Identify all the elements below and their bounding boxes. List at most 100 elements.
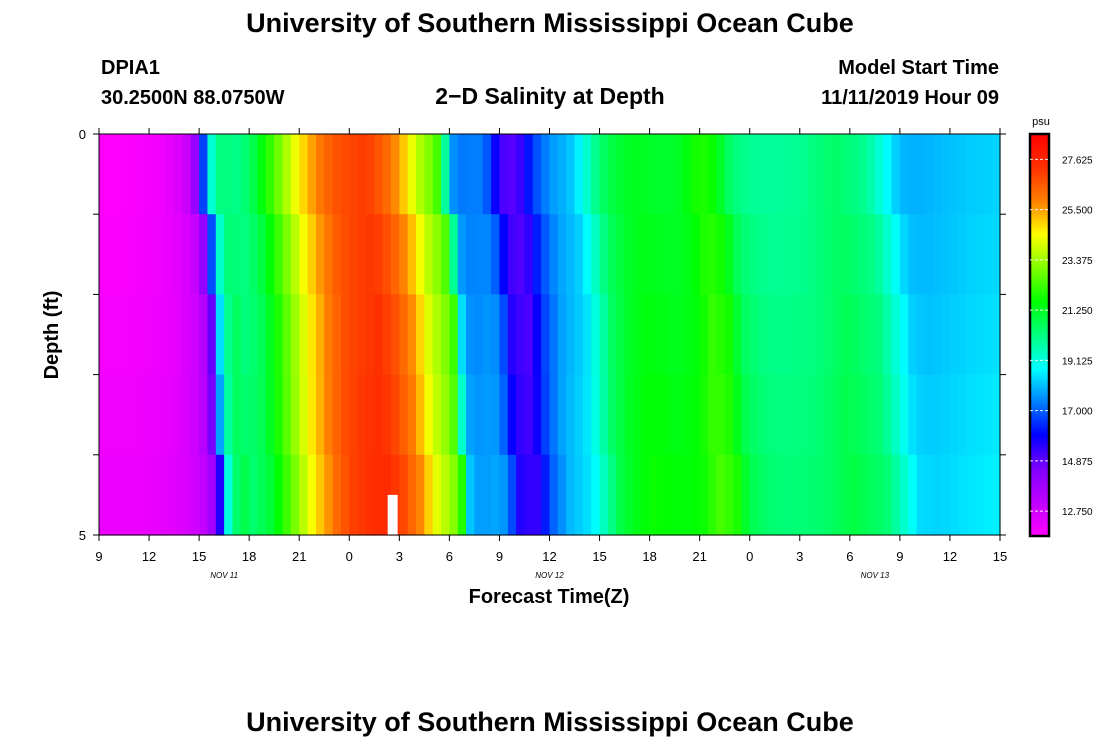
- heat-cell: [816, 214, 826, 295]
- y-tick-label: 0: [79, 127, 86, 142]
- heat-cell: [783, 294, 793, 376]
- heat-cell: [991, 374, 1001, 456]
- heat-cell: [691, 294, 701, 376]
- heat-cell: [132, 454, 142, 536]
- heat-cell: [591, 214, 601, 295]
- heat-cell: [199, 294, 209, 376]
- heat-cell: [908, 214, 918, 295]
- heat-cell: [482, 134, 492, 215]
- heat-cell: [249, 294, 259, 376]
- heat-cell: [774, 214, 784, 295]
- heat-cell: [249, 134, 259, 215]
- colorbar-tick-label: 19.125: [1062, 356, 1093, 367]
- heat-cell: [791, 214, 801, 295]
- heat-cell: [924, 294, 934, 376]
- heat-cell: [224, 454, 234, 536]
- heat-cell: [799, 374, 809, 456]
- heat-cell: [708, 214, 717, 295]
- heat-cell: [190, 374, 200, 456]
- heat-cell: [908, 134, 918, 215]
- heat-cell: [708, 134, 717, 215]
- heat-cell: [824, 374, 834, 456]
- heat-cell: [816, 134, 826, 215]
- heat-cell: [958, 134, 968, 215]
- heat-cell: [849, 374, 859, 456]
- heat-cell: [99, 374, 108, 456]
- heat-cell: [674, 294, 684, 376]
- heat-cell: [257, 134, 267, 215]
- heat-cell: [607, 294, 617, 376]
- colorbar-tick-label: 14.875: [1062, 457, 1093, 468]
- heat-cell: [974, 294, 984, 376]
- heat-cell: [641, 294, 651, 376]
- heat-cell: [591, 134, 601, 215]
- heat-cell: [532, 134, 542, 215]
- heat-cell: [324, 374, 334, 456]
- heat-cell: [249, 454, 259, 536]
- heat-cell: [741, 214, 751, 295]
- heat-cell: [516, 214, 526, 295]
- heat-cell: [691, 214, 701, 295]
- heat-cell: [449, 294, 459, 376]
- heat-cell: [115, 294, 125, 376]
- heat-cell: [591, 374, 601, 456]
- heat-cell: [299, 374, 309, 456]
- heat-cell: [657, 374, 667, 456]
- heat-cell: [758, 454, 767, 536]
- heat-cell: [416, 294, 425, 376]
- heat-cell: [949, 454, 959, 536]
- heat-cell: [849, 294, 859, 376]
- heat-cell: [657, 454, 667, 536]
- heat-cell: [365, 214, 375, 295]
- heat-cell: [883, 374, 893, 456]
- heat-cell: [632, 214, 642, 295]
- heat-cell: [190, 134, 200, 215]
- heat-cell: [858, 214, 868, 295]
- x-tick-label: 15: [192, 549, 206, 564]
- heat-cell: [257, 214, 267, 295]
- heat-cell: [99, 134, 108, 215]
- heat-cell: [774, 294, 784, 376]
- heat-cell: [157, 214, 167, 295]
- y-axis: 05: [79, 127, 1006, 543]
- heat-cell: [566, 374, 576, 456]
- heat-cell: [924, 134, 934, 215]
- heat-cell: [866, 374, 876, 456]
- heat-cell: [699, 214, 709, 295]
- heat-cell: [924, 454, 934, 536]
- heat-cell: [849, 214, 859, 295]
- heat-cell: [349, 374, 359, 456]
- heat-cell: [724, 134, 734, 215]
- heat-cell: [424, 294, 434, 376]
- heat-cell: [991, 214, 1001, 295]
- heat-cell: [491, 454, 501, 536]
- heat-cell: [115, 214, 125, 295]
- heat-cell: [357, 294, 367, 376]
- heat-cell: [716, 454, 726, 536]
- heat-cell: [958, 374, 968, 456]
- heat-cell: [199, 134, 209, 215]
- heat-cell: [699, 134, 709, 215]
- heat-cell: [599, 134, 609, 215]
- heat-cell: [549, 214, 559, 295]
- heat-cell: [733, 134, 742, 215]
- heat-cell: [983, 454, 993, 536]
- heat-cell: [349, 454, 359, 536]
- heat-cell: [599, 374, 609, 456]
- heat-cell: [991, 134, 1001, 215]
- heat-cell: [290, 374, 300, 456]
- heat-cell: [691, 454, 701, 536]
- heat-cell: [741, 134, 751, 215]
- heat-cell: [174, 294, 184, 376]
- heat-cell: [582, 374, 592, 456]
- heat-cell: [240, 454, 250, 536]
- heat-cell: [457, 374, 467, 456]
- heat-cell: [299, 214, 309, 295]
- heat-cell: [532, 294, 542, 376]
- heat-cell: [499, 134, 509, 215]
- heat-cell: [491, 214, 501, 295]
- heat-cell: [566, 134, 576, 215]
- heat-cell: [841, 374, 851, 456]
- heat-cell: [449, 374, 459, 456]
- heat-cell: [282, 374, 292, 456]
